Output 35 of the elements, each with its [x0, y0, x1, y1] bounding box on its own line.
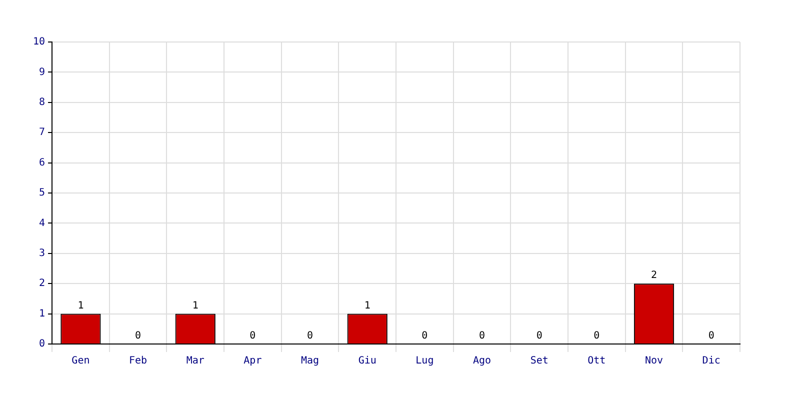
y-tick-label: 9	[39, 66, 46, 78]
y-tick-label: 6	[39, 157, 46, 168]
y-tick-label: 8	[39, 96, 46, 108]
x-tick-label: Gen	[72, 356, 90, 367]
x-tick-label: Feb	[129, 356, 148, 367]
x-tick-label: Mag	[300, 356, 320, 367]
data-label: 0	[479, 330, 486, 342]
x-tick-label: Mar	[186, 356, 204, 367]
y-tick-label: 0	[39, 338, 46, 350]
x-tick-label: Ott	[588, 356, 606, 367]
y-tick-label: 4	[39, 218, 46, 229]
x-tick-label: Lug	[416, 356, 434, 367]
x-tick-label: Dic	[702, 356, 720, 367]
x-tick-label: Nov	[644, 356, 664, 367]
data-label: 0	[594, 330, 600, 342]
y-tick-label: 5	[39, 188, 46, 199]
y-tick-label: 2	[39, 278, 46, 290]
data-label: 0	[135, 330, 142, 342]
data-label: 0	[708, 330, 714, 342]
x-tick-label: Set	[530, 356, 548, 367]
data-label: 1	[192, 300, 198, 312]
data-label: 1	[78, 300, 84, 312]
data-label: 2	[650, 270, 658, 282]
data-label: 0	[422, 330, 428, 342]
data-label: 0	[307, 330, 314, 342]
x-tick-label: Ago	[472, 356, 492, 367]
x-tick-label: Apr	[244, 356, 262, 367]
y-tick-label: 1	[39, 308, 46, 320]
data-label: 0	[536, 330, 542, 342]
data-label: 0	[250, 330, 256, 342]
y-tick-label: 3	[39, 248, 46, 259]
y-tick-label: 7	[39, 127, 46, 138]
y-tick-label: 10	[32, 36, 46, 48]
x-tick-label: Giu	[358, 356, 376, 367]
data-label: 1	[364, 300, 370, 312]
